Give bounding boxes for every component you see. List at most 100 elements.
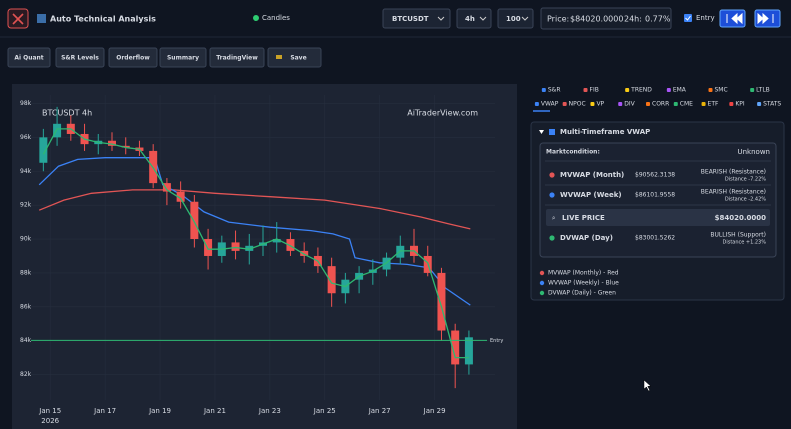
y-tick-label: 84k: [20, 337, 32, 344]
next-button[interactable]: [754, 9, 781, 28]
candle-body: [437, 272, 446, 331]
button-box[interactable]: [267, 47, 322, 68]
button-label: S&R Levels: [61, 55, 99, 62]
button-box[interactable]: [159, 47, 207, 68]
change: 0.77%: [645, 15, 671, 24]
symbol: BTCUSDT: [392, 15, 429, 23]
y-tick-label: 94k: [20, 168, 32, 175]
y-tick-label: 98k: [20, 100, 32, 107]
tab[interactable]: LTLB: [750, 87, 770, 94]
live-price: $84020.0000: [715, 214, 766, 222]
tab[interactable]: EMA: [666, 87, 687, 94]
select-box[interactable]: [456, 8, 492, 29]
price: $84020.0000: [570, 15, 623, 24]
tab-icon: [618, 102, 623, 106]
tab-icon: [646, 102, 650, 106]
watermark: AiTraderView.com: [407, 109, 478, 118]
tab-icon: [590, 102, 595, 106]
row-price: $86101.9558: [635, 192, 675, 199]
x-tick-label: Jan 25: [313, 407, 336, 415]
tab-icon: [708, 88, 713, 92]
symbol-select[interactable]: BTCUSDT: [382, 8, 451, 29]
tab[interactable]: KPI: [729, 101, 745, 108]
row-dot: [549, 192, 555, 198]
tab-label: DIV: [624, 101, 635, 108]
condition-label: Marktcondition:: [546, 149, 600, 156]
caret: [437, 16, 445, 21]
button-box[interactable]: [7, 47, 51, 68]
button-box[interactable]: [55, 47, 105, 68]
vwap-card: [539, 142, 777, 258]
toolbar-button[interactable]: Ai Quant: [7, 47, 51, 68]
checkbox[interactable]: [684, 14, 692, 22]
select-box[interactable]: [497, 8, 534, 29]
chart: 82k 84k 86k 88k 90k 92k 94k 96k 98k Jan 15 Jan 17 J…: [20, 95, 503, 425]
entry-toggle[interactable]: Entry: [684, 14, 715, 22]
button-label: Ai Quant: [14, 55, 43, 62]
panel-title: Multi-Timeframe VWAP: [560, 128, 650, 136]
candle-body: [451, 330, 460, 365]
row-price: $90562.3138: [635, 172, 675, 179]
row-name: DVWAP (Day): [560, 234, 613, 242]
vwap-legend: MVWAP (Monthly) - Red WVWAP (Weekly) - Bl…: [539, 270, 619, 297]
button-label: Save: [290, 55, 306, 62]
tab-label: CORR: [652, 101, 669, 108]
tabs: S&R FIB TREND EMA SMC LTLB VWAP NPOC VP DIV CORR CM…: [533, 87, 781, 112]
x-tick-label: Jan 21: [203, 407, 226, 415]
price-box: [540, 7, 672, 30]
live-label: LIVE PRICE: [562, 214, 605, 222]
row-distance: Distance -2.42%: [725, 197, 766, 203]
candle-body: [300, 250, 309, 256]
row-signal: BULLISH (Support): [710, 232, 766, 239]
x-tick-label: Jan 23: [258, 407, 281, 415]
tab[interactable]: TREND: [625, 87, 652, 94]
tab[interactable]: CME: [673, 101, 693, 108]
tab[interactable]: CORR: [646, 101, 669, 108]
year-label: 2026: [41, 417, 59, 425]
toolbar-button[interactable]: TradingView: [209, 47, 265, 68]
check: [685, 15, 691, 21]
prev-button[interactable]: [719, 9, 746, 28]
collapse-icon: [539, 130, 544, 134]
tab[interactable]: VWAP: [534, 101, 559, 108]
tab[interactable]: DIV: [618, 101, 636, 108]
candle-body: [272, 239, 281, 243]
close-button[interactable]: [7, 8, 29, 29]
x-tick-label: Jan 17: [93, 407, 116, 415]
candle-body: [107, 140, 116, 146]
candle-body: [176, 191, 185, 202]
tab[interactable]: ETF: [701, 101, 719, 108]
button-box[interactable]: [108, 47, 158, 68]
button-box[interactable]: [209, 47, 265, 68]
tab-icon: [757, 102, 762, 106]
candle-body: [245, 245, 254, 251]
chart-title: BTCUSDT 4h: [42, 109, 92, 118]
tab[interactable]: STATS: [757, 101, 781, 108]
tab-label: FIB: [590, 87, 599, 94]
tab-label: STATS: [763, 101, 781, 108]
bars-select[interactable]: 100: [497, 8, 534, 29]
button-label: Summary: [167, 55, 199, 62]
select-box[interactable]: [382, 8, 451, 29]
tab-label: VP: [596, 101, 604, 108]
toolbar-button[interactable]: Summary: [159, 47, 207, 68]
live-row: [546, 209, 770, 226]
cursor: [643, 379, 652, 392]
row-distance: Distance -7.22%: [725, 177, 766, 183]
x-tick-label: Jan 27: [368, 407, 391, 415]
candle-body: [231, 242, 240, 251]
interval-select[interactable]: 4h: [456, 8, 492, 29]
tab[interactable]: VP: [590, 101, 605, 108]
toolbar: Ai Quant S&R Levels Orderflow Summary Tradin…: [7, 47, 322, 68]
legend-dot: [539, 270, 545, 276]
toolbar-button[interactable]: Save: [267, 47, 322, 68]
tab[interactable]: S&R: [541, 87, 561, 94]
prev-icon: [726, 12, 743, 25]
tab[interactable]: SMC: [708, 87, 728, 94]
row-signal: BEARISH (Resistance): [701, 169, 766, 176]
toolbar-button[interactable]: S&R Levels: [55, 47, 105, 68]
tab[interactable]: NPOC: [562, 101, 586, 108]
toolbar-button[interactable]: Orderflow: [108, 47, 158, 68]
status-dot: [253, 15, 259, 21]
tab[interactable]: FIB: [583, 87, 599, 94]
